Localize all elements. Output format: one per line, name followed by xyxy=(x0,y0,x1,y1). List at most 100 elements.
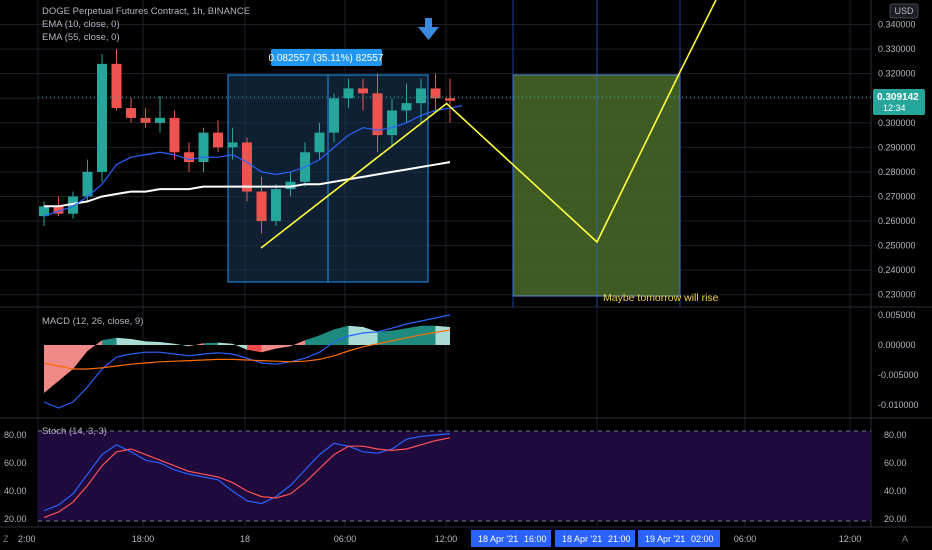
time-highlight-2 xyxy=(555,530,635,547)
candle-body xyxy=(314,132,325,153)
time-tick-label: 06:00 xyxy=(334,534,357,544)
price-tick-label: 0.280000 xyxy=(878,167,916,177)
macd-histogram-bar xyxy=(319,329,334,345)
time-tick-label: 12:00 xyxy=(839,534,862,544)
candle-body xyxy=(343,88,354,99)
price-tag-value: 0.309142 xyxy=(877,92,919,103)
annotation-text[interactable]: Maybe tomorrow will rise xyxy=(603,292,719,304)
time-tick-label: 18 xyxy=(240,534,250,544)
price-tick-label: 0.320000 xyxy=(878,69,916,79)
macd-histogram-bar xyxy=(261,345,276,353)
candle-body xyxy=(387,110,397,136)
projection-path[interactable] xyxy=(445,0,717,244)
candle-body xyxy=(256,191,267,222)
price-tick-label: 0.340000 xyxy=(878,20,916,30)
candles xyxy=(39,49,455,234)
price-tag-countdown: 12:34 xyxy=(883,103,906,113)
price-tick-label: 0.260000 xyxy=(878,216,916,226)
candle-body xyxy=(445,98,455,101)
candle-body xyxy=(430,88,441,99)
time-highlights: 18 Apr '21 16:00 18 Apr '21 21:00 19 Apr… xyxy=(471,530,720,547)
time-highlight-1 xyxy=(471,530,551,547)
macd-histogram-bar xyxy=(392,328,407,345)
macd-histogram-bar xyxy=(44,345,59,393)
macd-axis[interactable]: 0.005000 0.000000 -0.005000 -0.010000 xyxy=(878,310,919,410)
stoch-k-line xyxy=(43,433,451,512)
ema55-legend[interactable]: EMA (55, close, 0) xyxy=(42,32,120,43)
th1-time: 16:00 xyxy=(524,534,547,544)
stoch-left-tick-label: 20.00 xyxy=(4,514,27,524)
candle-body xyxy=(82,171,93,197)
candle-body xyxy=(213,132,223,148)
stoch-tick-label: 40.00 xyxy=(884,486,907,496)
macd-tick-label: 0.005000 xyxy=(878,310,916,320)
candle-body xyxy=(126,108,136,118)
macd-tick-label: 0.000000 xyxy=(878,340,916,350)
stoch-tick-label: 80.00 xyxy=(884,430,907,440)
price-tag xyxy=(873,89,925,115)
th2-date: 18 Apr '21 xyxy=(562,534,602,544)
symbol-legend[interactable]: DOGE Perpetual Futures Contract, 1h, BIN… xyxy=(42,6,250,17)
ema10-line xyxy=(43,105,463,217)
auto-scale-button[interactable]: A xyxy=(902,534,908,544)
zoom-z-button[interactable]: Z xyxy=(3,534,9,544)
candle-body xyxy=(227,142,238,148)
macd-histogram-bar xyxy=(189,343,204,347)
time-tick-label: 12:00 xyxy=(435,534,458,544)
price-tick-label: 0.290000 xyxy=(878,142,916,152)
stoch-legend[interactable]: Stoch (14, 3, 3) xyxy=(42,426,107,437)
candle-body xyxy=(111,63,122,109)
stoch-axis[interactable]: 80.00 60.00 40.00 20.00 80.00 60.00 40.00 20.00 xyxy=(4,430,907,524)
macd-tick-label: -0.010000 xyxy=(878,400,919,410)
macd-histogram-bar xyxy=(435,325,450,345)
macd-histogram-bar xyxy=(131,339,146,345)
currency-box[interactable] xyxy=(889,3,919,19)
stoch-left-tick-label: 60.00 xyxy=(4,458,27,468)
macd-histogram-bar xyxy=(160,342,175,345)
stoch-tick-label: 60.00 xyxy=(884,458,907,468)
currency-label: USD xyxy=(894,6,914,16)
ema10-legend[interactable]: EMA (10, close, 0) xyxy=(42,19,120,30)
candle-body xyxy=(401,103,412,111)
candle-body xyxy=(39,206,49,217)
macd-histogram-bar xyxy=(73,345,88,369)
candle-body xyxy=(184,152,194,163)
candle-body xyxy=(53,206,64,214)
macd-line xyxy=(43,314,451,409)
price-tick-label: 0.270000 xyxy=(878,191,916,201)
candle-body xyxy=(416,88,426,104)
candle-body xyxy=(198,132,209,163)
th3-time: 02:00 xyxy=(691,534,714,544)
macd-tick-label: -0.005000 xyxy=(878,370,919,380)
macd-histogram-bar xyxy=(305,335,320,345)
macd-signal-line xyxy=(43,329,451,370)
macd-histogram-bar xyxy=(145,341,160,345)
macd-histogram-bar xyxy=(276,345,291,349)
time-axis[interactable]: 2:00 18:00 18 06:00 12:00 06:00 12:00 xyxy=(18,534,861,544)
th1-date: 18 Apr '21 xyxy=(478,534,518,544)
macd-histogram-bar xyxy=(58,345,73,381)
time-tick-label: 06:00 xyxy=(734,534,757,544)
time-highlight-3 xyxy=(638,530,720,547)
candle-body xyxy=(169,117,180,153)
macd-histogram-bar xyxy=(406,325,421,345)
candle-body xyxy=(285,181,296,190)
time-tick-label: 2:00 xyxy=(18,534,36,544)
macd-histogram-bar xyxy=(421,325,436,345)
stoch-left-tick-label: 40.00 xyxy=(4,486,27,496)
measure-label: 0.082557 (35.11%) 82557 xyxy=(269,53,384,64)
macd-histogram-bar xyxy=(116,337,131,345)
trend-line[interactable] xyxy=(260,103,447,249)
stoch-tick-label: 20.00 xyxy=(884,514,907,524)
macd-histogram-bar xyxy=(87,340,102,351)
ema55-line xyxy=(44,161,451,208)
macd-legend[interactable]: MACD (12, 26, close, 9) xyxy=(42,316,143,327)
macd-panel xyxy=(43,314,451,409)
price-tick-label: 0.230000 xyxy=(878,290,916,300)
time-tick-label: 18:00 xyxy=(132,534,155,544)
candle-body xyxy=(271,189,281,222)
candle-body xyxy=(358,88,368,94)
measure-tool[interactable]: 0.082557 (35.11%) 82557 xyxy=(227,49,429,283)
candle-body xyxy=(97,63,107,172)
